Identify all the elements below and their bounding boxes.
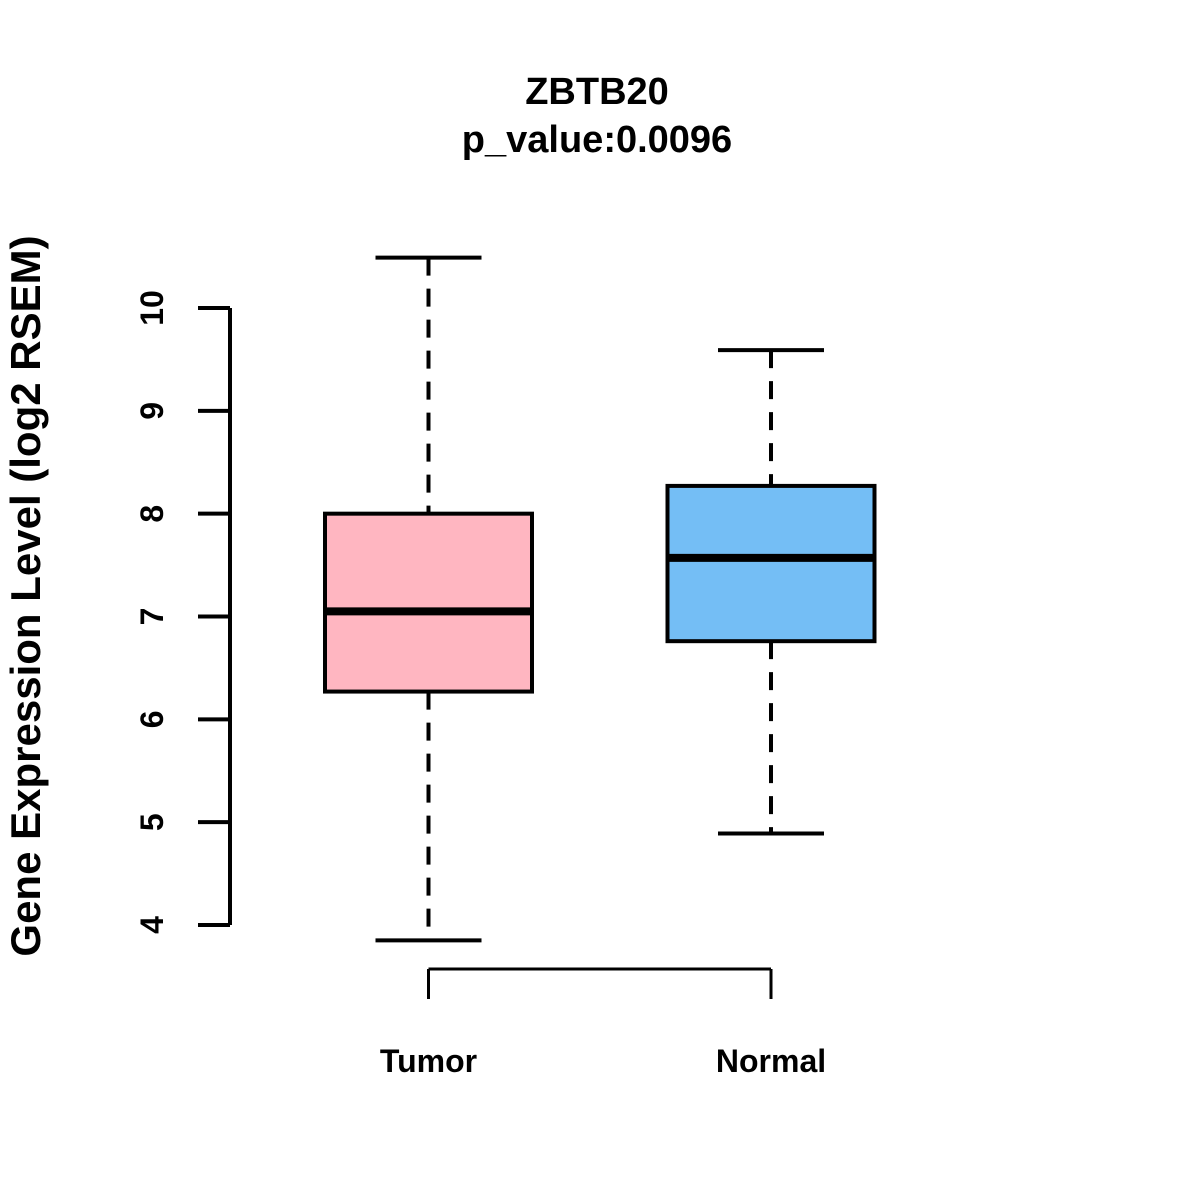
y-axis-title: Gene Expression Level (log2 RSEM) <box>2 235 49 956</box>
box-normal <box>665 483 877 644</box>
chart-subtitle-pvalue: p_value:0.0096 <box>462 119 732 161</box>
y-axis-tick-label: 6 <box>134 710 170 728</box>
y-axis-tick-label: 4 <box>134 916 170 934</box>
y-axis-tick-label: 10 <box>134 290 170 326</box>
y-axis-tick-label: 9 <box>134 402 170 420</box>
y-axis-tick-label: 7 <box>134 608 170 626</box>
box-tumor <box>323 511 534 694</box>
x-axis-label-tumor: Tumor <box>380 1043 477 1079</box>
plot-area: 4 5 6 7 8 9 10 Tumor Normal <box>134 255 877 1079</box>
x-axis-label-normal: Normal <box>716 1043 826 1079</box>
chart-title: ZBTB20 <box>525 71 669 113</box>
y-axis-tick-label: 8 <box>134 505 170 523</box>
y-axis-tick-label: 5 <box>134 813 170 831</box>
